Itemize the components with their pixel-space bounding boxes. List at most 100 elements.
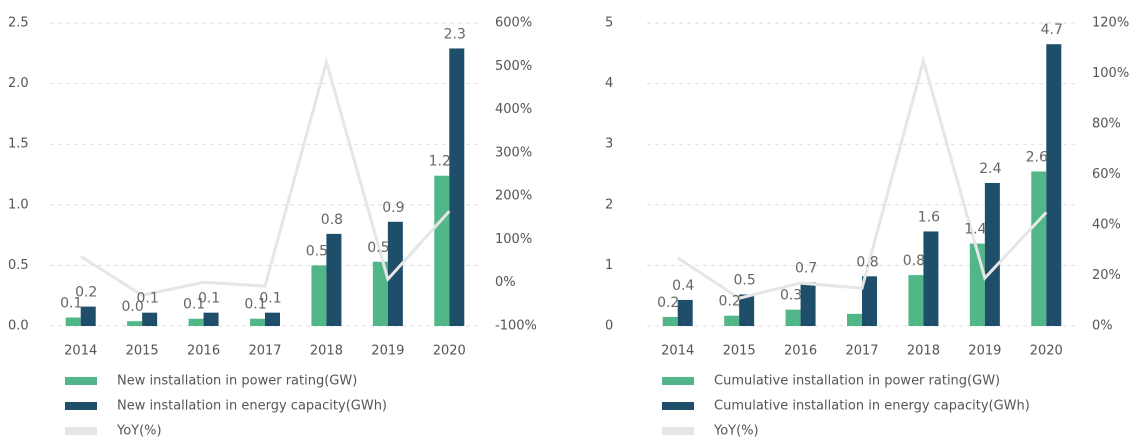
y-tick-label: 1.0 [8, 197, 29, 212]
x-tick-label: 2014 [661, 344, 694, 359]
bar [203, 312, 219, 326]
data-label: 0.5 [734, 272, 756, 288]
bar [265, 312, 280, 326]
yoy-line [676, 55, 1048, 300]
x-tick-label: 2017 [248, 344, 281, 359]
data-label: 0.9 [382, 200, 404, 216]
bar [923, 231, 939, 326]
y-tick-label: 2.0 [8, 76, 29, 91]
data-label: 0.8 [903, 253, 925, 269]
legend-swatch [65, 402, 97, 410]
bar [188, 318, 204, 326]
bar [311, 265, 327, 326]
bar [326, 233, 342, 326]
data-label: 0.5 [367, 240, 389, 256]
y-tick-label: 1 [605, 258, 613, 273]
bar [677, 299, 693, 326]
x-tick-label: 2019 [968, 344, 1001, 359]
legend-label: Cumulative installation in power rating(… [714, 374, 1000, 389]
y2-tick-label: 300% [495, 145, 532, 160]
y2-tick-label: 400% [495, 102, 532, 117]
y2-tick-label: -100% [495, 319, 537, 334]
x-tick-label: 2018 [310, 344, 343, 359]
yoy-line [79, 56, 451, 297]
data-label: 0.1 [183, 297, 205, 313]
data-label: 0.1 [60, 296, 82, 312]
bar [449, 48, 465, 327]
y-tick-label: 0.5 [8, 258, 29, 273]
legend-label: New installation in energy capacity(GWh) [117, 399, 387, 414]
legend-label: New installation in power rating(GW) [117, 374, 357, 389]
bar [800, 282, 816, 326]
bar [662, 316, 678, 326]
bar [785, 309, 801, 326]
data-label: 0.3 [780, 288, 802, 304]
y-tick-label: 4 [605, 76, 613, 91]
y2-tick-label: 200% [495, 189, 532, 204]
y-tick-label: 0 [605, 319, 613, 334]
data-label: 0.2 [657, 295, 679, 311]
x-tick-label: 2015 [723, 344, 756, 359]
y-tick-label: 3 [605, 137, 613, 152]
y-tick-label: 5 [605, 16, 613, 31]
y2-tick-label: 120% [1092, 16, 1129, 31]
y-tick-label: 0.0 [8, 319, 29, 334]
data-label: 1.6 [918, 209, 940, 225]
bar [65, 317, 81, 326]
data-label: 0.2 [75, 285, 97, 301]
y-tick-label: 1.5 [8, 137, 29, 152]
legend-swatch [662, 402, 694, 410]
y2-tick-label: 20% [1092, 268, 1121, 283]
data-label: 0.2 [719, 294, 741, 310]
legend-label: YoY(%) [116, 424, 162, 437]
data-label: 0.8 [321, 212, 343, 228]
y2-tick-label: 100% [495, 232, 532, 247]
x-tick-label: 2019 [371, 344, 404, 359]
bar [862, 276, 877, 326]
legend-swatch [662, 377, 694, 385]
data-label: 0.5 [306, 243, 328, 259]
x-tick-label: 2016 [187, 344, 220, 359]
x-tick-label: 2016 [784, 344, 817, 359]
x-tick-label: 2020 [433, 344, 466, 359]
data-label: 0.1 [137, 291, 159, 307]
bar [80, 306, 96, 326]
data-label: 0.1 [198, 291, 220, 307]
x-tick-label: 2020 [1030, 344, 1063, 359]
bar [142, 312, 158, 326]
y2-tick-label: 100% [1092, 66, 1129, 81]
legend-label: Cumulative installation in energy capaci… [714, 399, 1030, 414]
data-label: 0.7 [795, 260, 817, 276]
bar [127, 321, 143, 326]
data-label: 0.0 [122, 299, 144, 315]
data-label: 2.4 [979, 161, 1001, 177]
bar [434, 175, 450, 326]
y2-tick-label: 80% [1092, 117, 1121, 132]
legend-swatch [662, 427, 694, 435]
y2-tick-label: 40% [1092, 218, 1121, 233]
y2-tick-label: 60% [1092, 167, 1121, 182]
y-tick-label: 2 [605, 197, 613, 212]
legend-swatch [65, 427, 97, 435]
y-tick-label: 2.5 [8, 16, 29, 31]
bar [847, 313, 862, 326]
data-label: 2.3 [444, 26, 466, 42]
bar [739, 294, 755, 326]
data-label: 0.4 [672, 278, 694, 294]
y2-tick-label: 0% [1092, 319, 1113, 334]
legend-label: YoY(%) [713, 424, 759, 437]
bar [724, 315, 740, 326]
bar [372, 261, 388, 326]
bar [387, 221, 403, 326]
data-label: 1.4 [964, 222, 986, 238]
bar [250, 318, 265, 326]
data-label: 4.7 [1041, 22, 1063, 38]
x-tick-label: 2015 [126, 344, 159, 359]
x-tick-label: 2014 [64, 344, 97, 359]
legend-swatch [65, 377, 97, 385]
data-label: 0.1 [244, 297, 266, 313]
bar [1046, 44, 1062, 327]
y2-tick-label: 0% [495, 275, 516, 290]
bar [908, 275, 924, 326]
